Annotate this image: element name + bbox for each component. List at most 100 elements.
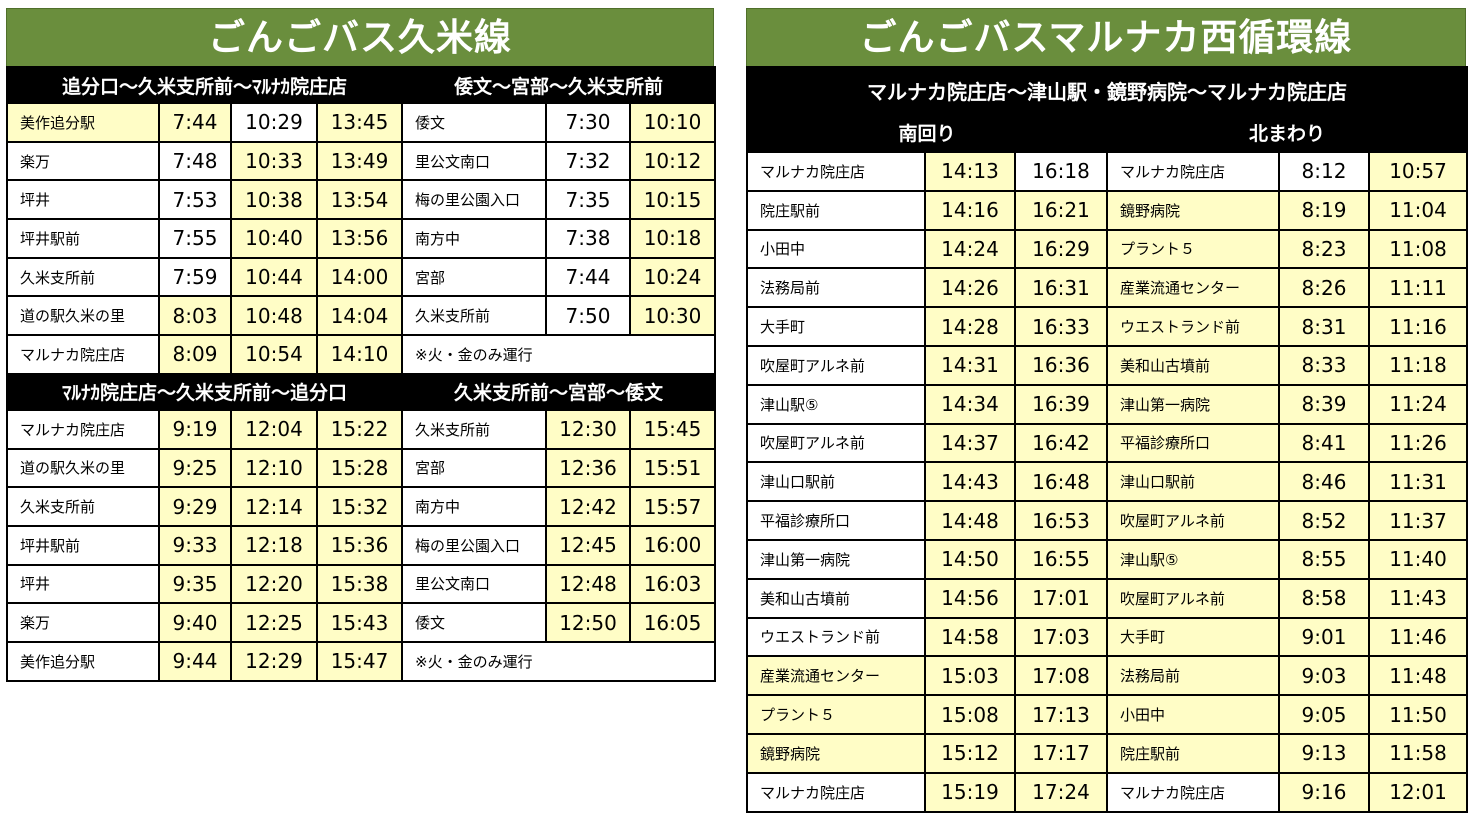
- departure-time: 9:29: [158, 486, 232, 527]
- table-row: 楽万 9:40 12:25 15:43 倭文 12:50 16:05: [6, 602, 717, 643]
- departure-time: 16:05: [629, 602, 717, 643]
- marunaka-line-title: ごんごバスマルナカ西循環線: [746, 8, 1466, 66]
- departure-time: 16:29: [1014, 228, 1108, 270]
- table-row: 久米支所前 7:59 10:44 14:00 宮部 7:44 10:24: [6, 256, 717, 298]
- stop-name: 平福診療所口: [1106, 422, 1280, 464]
- departure-time: 14:04: [315, 295, 404, 337]
- departure-time: 14:16: [924, 189, 1016, 231]
- table-row: 津山口駅前 14:43 16:48 津山口駅前 8:46 11:31: [746, 461, 1469, 503]
- departure-time: 15:03: [924, 655, 1016, 697]
- departure-time: 12:14: [230, 486, 318, 527]
- table-row: 美作追分駅 9:44 12:29 15:47 ※火・金のみ運行: [6, 640, 717, 682]
- departure-time: 12:18: [230, 524, 318, 566]
- departure-time: 14:34: [924, 383, 1016, 425]
- stop-name: マルナカ院庄店: [6, 408, 160, 450]
- departure-time: 12:48: [545, 563, 632, 605]
- departure-time: 11:58: [1367, 732, 1469, 774]
- stop-name: 津山第一病院: [1106, 383, 1280, 425]
- departure-time: 8:33: [1278, 344, 1370, 386]
- departure-time: 7:35: [545, 179, 632, 221]
- table-row: 吹屋町アルネ前 14:31 16:36 美和山古墳前 8:33 11:18: [746, 344, 1469, 386]
- block1-left-header: 追分口～久米支所前～ﾏﾙﾅｶ院庄店: [5, 66, 404, 104]
- departure-time: 11:26: [1367, 422, 1469, 464]
- departure-time: 14:26: [924, 267, 1016, 309]
- departure-time: 10:29: [230, 102, 318, 143]
- departure-time: 10:10: [629, 102, 717, 143]
- stop-name: 鏡野病院: [1106, 189, 1280, 231]
- departure-time: 11:11: [1367, 267, 1469, 309]
- table-row: 鏡野病院 15:12 17:17 院庄駅前 9:13 11:58: [746, 732, 1469, 774]
- stop-name: 楽万: [6, 602, 160, 643]
- departure-time: 9:03: [1278, 655, 1370, 697]
- table-row: 楽万 7:48 10:33 13:49 里公文南口 7:32 10:12: [6, 140, 717, 182]
- stop-name: 坪井: [6, 563, 160, 605]
- departure-time: 14:58: [924, 616, 1016, 658]
- table-row: マルナカ院庄店 14:13 16:18 マルナカ院庄店 8:12 10:57: [746, 151, 1469, 192]
- stop-name: 津山第一病院: [746, 538, 926, 580]
- departure-time: 9:16: [1278, 771, 1370, 813]
- departure-time: 8:58: [1278, 577, 1370, 619]
- departure-time: 8:41: [1278, 422, 1370, 464]
- stop-name: 坪井駅前: [6, 218, 160, 259]
- stop-name: 美作追分駅: [6, 640, 160, 682]
- stop-name: 宮部: [401, 256, 548, 298]
- stop-name: 倭文: [401, 102, 548, 143]
- table-row: 坪井 9:35 12:20 15:38 里公文南口 12:48 16:03: [6, 563, 717, 605]
- stop-name: 宮部: [401, 447, 548, 489]
- departure-time: 8:23: [1278, 228, 1370, 270]
- departure-time: 17:03: [1014, 616, 1108, 658]
- departure-time: 10:54: [230, 334, 318, 375]
- stop-name: マルナカ院庄店: [1106, 151, 1280, 192]
- departure-time: 7:50: [545, 295, 632, 337]
- departure-time: 8:31: [1278, 306, 1370, 347]
- kume-line-title: ごんごバス久米線: [6, 8, 714, 66]
- departure-time: 11:48: [1367, 655, 1469, 697]
- departure-time: 10:30: [629, 295, 717, 337]
- stop-name: 美和山古墳前: [746, 577, 926, 619]
- stop-name: 久米支所前: [401, 295, 548, 337]
- departure-time: 16:33: [1014, 306, 1108, 347]
- departure-time: 15:22: [315, 408, 404, 450]
- service-note: ※火・金のみ運行: [401, 334, 717, 375]
- stop-name: 美作追分駅: [6, 102, 160, 143]
- departure-time: 17:24: [1014, 771, 1108, 813]
- departure-time: 8:52: [1278, 500, 1370, 541]
- south-direction-header: 南回り: [746, 112, 1108, 153]
- stop-name: 南方中: [401, 218, 548, 259]
- departure-time: 8:12: [1278, 151, 1370, 192]
- departure-time: 10:18: [629, 218, 717, 259]
- departure-time: 9:01: [1278, 616, 1370, 658]
- departure-time: 14:24: [924, 228, 1016, 270]
- departure-time: 16:03: [629, 563, 717, 605]
- departure-time: 16:00: [629, 524, 717, 566]
- stop-name: 津山駅⑤: [1106, 538, 1280, 580]
- stop-name: 倭文: [401, 602, 548, 643]
- stop-name: 吹屋町アルネ前: [746, 422, 926, 464]
- table-row: 坪井 7:53 10:38 13:54 梅の里公園入口 7:35 10:15: [6, 179, 717, 221]
- departure-time: 10:57: [1367, 151, 1469, 192]
- departure-time: 17:17: [1014, 732, 1108, 774]
- departure-time: 14:31: [924, 344, 1016, 386]
- departure-time: 12:30: [545, 408, 632, 450]
- departure-time: 14:48: [924, 500, 1016, 541]
- departure-time: 14:00: [315, 256, 404, 298]
- marunaka-line-timetable: ごんごバスマルナカ西循環線 マルナカ院庄店～津山駅・鏡野病院～マルナカ院庄店 南…: [745, 8, 1469, 813]
- marunaka-timetable-table: マルナカ院庄店～津山駅・鏡野病院～マルナカ院庄店 南回り 北まわり マルナカ院庄…: [745, 66, 1469, 813]
- stop-name: 大手町: [1106, 616, 1280, 658]
- departure-time: 11:04: [1367, 189, 1469, 231]
- departure-time: 16:39: [1014, 383, 1108, 425]
- departure-time: 17:08: [1014, 655, 1108, 697]
- stop-name: 久米支所前: [401, 408, 548, 450]
- departure-time: 14:13: [924, 151, 1016, 192]
- departure-time: 9:13: [1278, 732, 1370, 774]
- departure-time: 13:56: [315, 218, 404, 259]
- departure-time: 11:08: [1367, 228, 1469, 270]
- departure-time: 7:30: [545, 102, 632, 143]
- departure-time: 16:53: [1014, 500, 1108, 541]
- stop-name: 産業流通センター: [1106, 267, 1280, 309]
- stop-name: 道の駅久米の里: [6, 447, 160, 489]
- block2-right-header: 久米支所前～宮部～倭文: [401, 372, 717, 411]
- departure-time: 11:46: [1367, 616, 1469, 658]
- departure-time: 16:31: [1014, 267, 1108, 309]
- departure-time: 16:36: [1014, 344, 1108, 386]
